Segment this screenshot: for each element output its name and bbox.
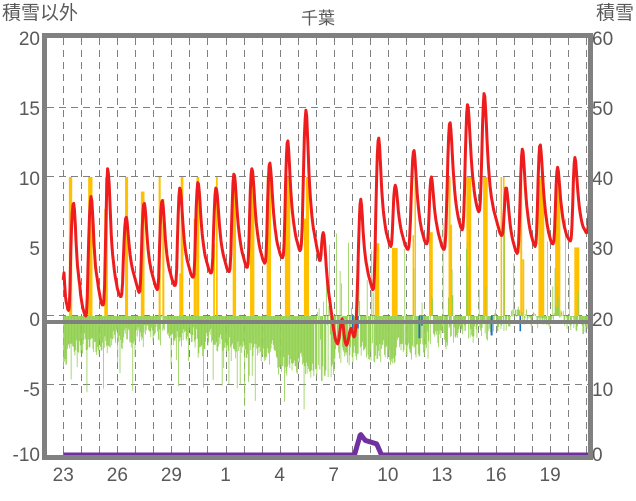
right-tick-0: 0 — [592, 445, 603, 466]
x-tick-4: 4 — [274, 465, 285, 486]
page-title: 千葉 — [301, 9, 335, 28]
series-temperature — [61, 92, 588, 347]
x-tick-23: 23 — [52, 465, 74, 486]
x-tick-16: 16 — [485, 465, 507, 486]
left-tick-m5: -5 — [23, 380, 40, 401]
left-tick-0: 0 — [29, 310, 40, 331]
right-tick-40: 40 — [592, 169, 614, 190]
right-axis-title: 積雪 — [595, 3, 634, 24]
x-tick-29: 29 — [160, 465, 182, 486]
x-tick-26: 26 — [106, 465, 128, 486]
right-tick-50: 50 — [592, 99, 614, 120]
x-tick-1: 1 — [220, 465, 231, 486]
left-tick-10: 10 — [18, 169, 40, 190]
left-tick-5: 5 — [29, 239, 40, 260]
left-axis-title: 積雪以外 — [2, 3, 79, 24]
plot-area — [47, 38, 588, 455]
x-tick-19: 19 — [539, 465, 561, 486]
x-tick-13: 13 — [431, 465, 453, 486]
left-tick-m10: -10 — [12, 445, 40, 466]
chart-canvas — [47, 38, 588, 455]
series-humidity — [63, 219, 588, 410]
left-tick-15: 15 — [18, 99, 40, 120]
series-snow-depth — [61, 432, 588, 455]
right-tick-60: 60 — [592, 29, 614, 50]
right-tick-30: 30 — [592, 239, 614, 260]
x-tick-7: 7 — [328, 465, 339, 486]
x-tick-10: 10 — [377, 465, 399, 486]
right-tick-20: 20 — [592, 310, 614, 331]
left-tick-20: 20 — [18, 29, 40, 50]
right-tick-10: 10 — [592, 380, 614, 401]
